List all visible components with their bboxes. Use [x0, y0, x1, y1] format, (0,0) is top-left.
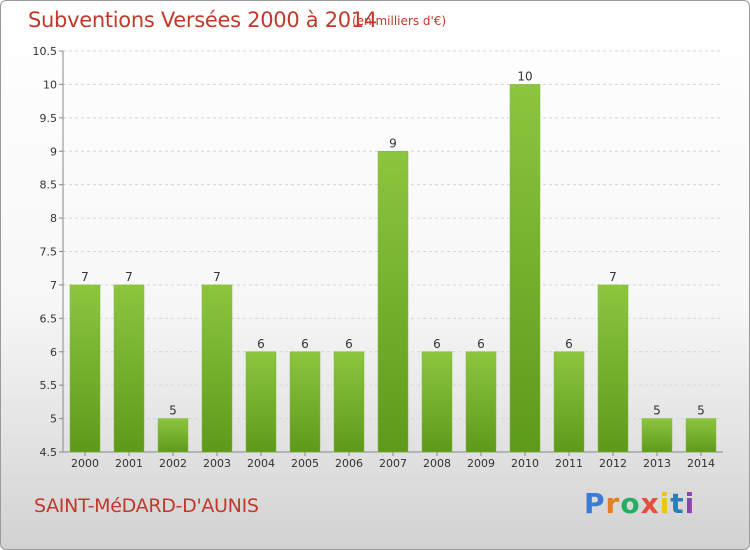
data-label: 6: [565, 337, 573, 351]
y-tick-label: 4.5: [40, 446, 58, 459]
logo-letter: P: [584, 487, 606, 520]
y-tick-label: 8.5: [40, 179, 58, 192]
x-tick-label: 2005: [291, 457, 319, 470]
x-tick-label: 2009: [467, 457, 495, 470]
data-label: 6: [477, 337, 485, 351]
y-tick-label: 8: [50, 212, 57, 225]
data-label: 7: [125, 270, 133, 284]
y-tick-label: 5: [50, 413, 57, 426]
bar-2002: [157, 418, 189, 453]
bar-2007: [377, 151, 409, 453]
y-tick-label: 6: [50, 346, 57, 359]
logo-letter: i: [659, 487, 671, 520]
data-label: 5: [653, 404, 661, 418]
x-tick-label: 2010: [511, 457, 539, 470]
bar-2003: [201, 284, 233, 453]
bar-2009: [465, 351, 497, 453]
data-label: 9: [389, 136, 397, 150]
x-tick-label: 2001: [115, 457, 143, 470]
bar-2014: [685, 418, 717, 453]
x-tick-label: 2002: [159, 457, 187, 470]
bar-2000: [69, 284, 101, 453]
chart-subtitle: (en milliers d'€): [352, 14, 447, 28]
logo-letter: i: [684, 487, 696, 520]
data-label: 6: [301, 337, 309, 351]
bar-2005: [289, 351, 321, 453]
bar-2011: [553, 351, 585, 453]
data-label: 7: [81, 270, 89, 284]
data-label: 10: [517, 69, 532, 83]
logo-letter: x: [640, 487, 660, 520]
x-tick-label: 2011: [555, 457, 583, 470]
x-tick-label: 2000: [71, 457, 99, 470]
y-tick-label: 10: [43, 78, 57, 91]
y-tick-label: 7.5: [40, 246, 58, 259]
y-tick-label: 9: [50, 145, 57, 158]
x-tick-label: 2003: [203, 457, 231, 470]
x-tick-label: 2014: [687, 457, 715, 470]
y-tick-label: 7: [50, 279, 57, 292]
logo-letter: o: [620, 487, 641, 520]
y-tick-label: 10.5: [33, 45, 58, 58]
bar-2008: [421, 351, 453, 453]
data-label: 6: [345, 337, 353, 351]
bar-2013: [641, 418, 673, 453]
x-tick-label: 2013: [643, 457, 671, 470]
x-tick-label: 2012: [599, 457, 627, 470]
bar-2004: [245, 351, 277, 453]
logo-letter: t: [670, 487, 685, 520]
data-label: 7: [213, 270, 221, 284]
bar-2010: [509, 84, 541, 453]
bar-2012: [597, 284, 629, 453]
proxiti-logo: Proxiti: [584, 487, 695, 520]
commune-name: SAINT-MéDARD-D'AUNIS: [34, 495, 259, 517]
data-label: 5: [169, 404, 177, 418]
logo-letter: r: [605, 487, 621, 520]
data-label: 5: [697, 404, 705, 418]
y-tick-label: 5.5: [40, 379, 58, 392]
data-label: 7: [609, 270, 617, 284]
labels: 4.5 5 5.5 6 6.5 7 7.5 8 8.5 9 9.5 10 10.5 7 2000 7 2001 5…: [33, 45, 716, 470]
data-label: 6: [433, 337, 441, 351]
bar-2006: [333, 351, 365, 453]
bars: [69, 84, 717, 453]
data-label: 6: [257, 337, 265, 351]
x-tick-label: 2004: [247, 457, 275, 470]
x-tick-label: 2007: [379, 457, 407, 470]
y-tick-label: 6.5: [40, 312, 58, 325]
x-tick-label: 2008: [423, 457, 451, 470]
bar-2001: [113, 284, 145, 453]
y-tick-label: 9.5: [40, 112, 58, 125]
chart-title: Subventions Versées 2000 à 2014: [28, 8, 377, 32]
x-tick-label: 2006: [335, 457, 363, 470]
